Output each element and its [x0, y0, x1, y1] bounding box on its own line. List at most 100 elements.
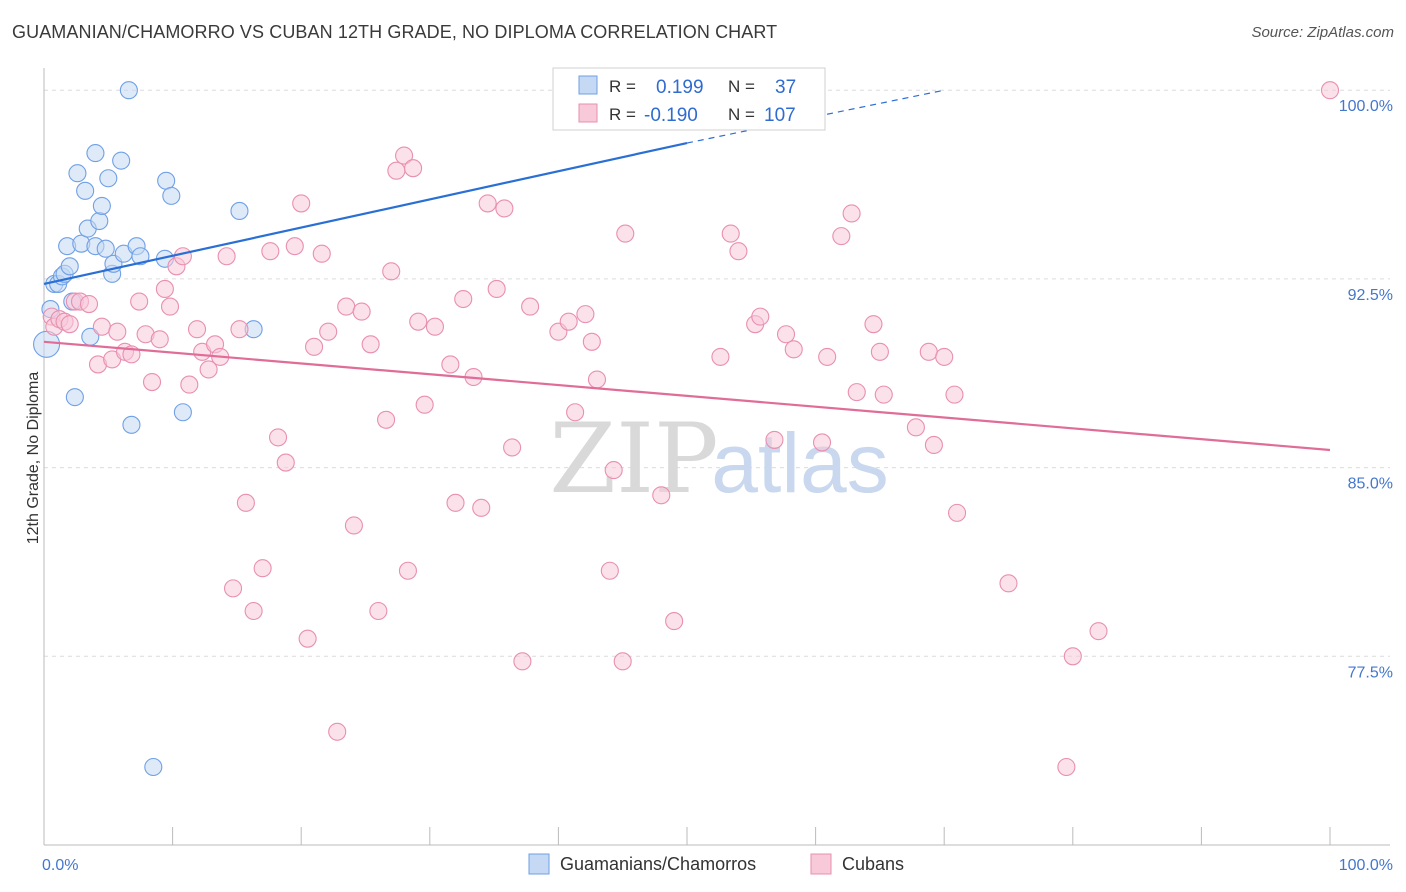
cuban-point: [253, 559, 272, 578]
cuban-point: [600, 561, 619, 580]
chart-title: GUAMANIAN/CHAMORRO VS CUBAN 12TH GRADE, …: [12, 22, 778, 42]
cuban-point: [244, 601, 263, 621]
cuban-point: [924, 435, 943, 455]
cuban-point: [812, 433, 832, 452]
legend-swatch-guamanian: [578, 75, 598, 95]
cuban-point: [576, 305, 595, 324]
grid-lines: [44, 89, 1390, 657]
cuban-point: [587, 370, 607, 389]
watermark: ZIP atlas: [549, 403, 888, 515]
guamanian-point: [131, 247, 150, 266]
cuban-point: [409, 312, 428, 331]
guamanian-point: [112, 151, 131, 170]
cuban-point: [711, 347, 730, 366]
cuban-point: [404, 159, 423, 178]
bottom-legend: Guamanians/Chamorros Cubans: [528, 853, 904, 875]
guamanian-point: [60, 257, 79, 276]
x-tick-label-1: 100.0%: [1339, 857, 1393, 874]
cuban-point: [173, 247, 192, 266]
cuban-point: [751, 307, 770, 326]
cuban-point: [665, 612, 684, 631]
cuban-point: [387, 161, 406, 180]
cuban-point: [352, 302, 371, 321]
cuban-point: [223, 579, 243, 598]
guamanian-point: [86, 144, 105, 163]
cuban-point: [503, 438, 522, 457]
guamanian-point: [76, 181, 95, 200]
cuban-point: [721, 224, 740, 243]
guamanian-point: [65, 388, 84, 407]
guamanian-point: [90, 211, 109, 231]
bottom-legend-cuban: Cubans: [842, 854, 904, 874]
y-tick-label-3: 100.0%: [1339, 98, 1393, 115]
y-tick-label-0: 77.5%: [1348, 664, 1393, 681]
cuban-point: [155, 279, 174, 299]
cuban-point: [92, 317, 111, 336]
cuban-point: [285, 237, 304, 256]
cuban-point: [160, 297, 180, 316]
cuban-point: [478, 194, 497, 213]
guamanian-point: [68, 164, 87, 183]
cuban-point: [236, 493, 255, 512]
cuban-point: [398, 561, 417, 580]
cuban-point: [513, 652, 532, 671]
x-tick-label-0: 0.0%: [42, 857, 78, 874]
cuban-point: [60, 315, 79, 334]
cuban-point: [566, 403, 585, 422]
data-points: [33, 81, 1340, 777]
cuban-point: [729, 242, 748, 261]
cuban-point: [487, 279, 506, 299]
cuban-point: [999, 574, 1018, 593]
cuban-point: [441, 355, 460, 374]
cuban-point: [842, 204, 861, 223]
cuban-point: [312, 244, 331, 263]
cuban-point: [187, 320, 207, 339]
guamanian-point: [96, 239, 115, 258]
cuban-point: [616, 224, 635, 243]
y-tick-label-2: 92.5%: [1348, 287, 1393, 304]
legend-box: [552, 67, 826, 131]
cuban-point: [864, 315, 883, 334]
guamanian-point: [173, 403, 192, 422]
cuban-point: [377, 410, 396, 429]
watermark-zip: ZIP: [549, 403, 718, 515]
legend: R = 0.199 N = 37 R = -0.190 N = 107: [552, 67, 826, 131]
legend-r-value-1: 0.199: [656, 77, 704, 98]
cuban-point: [559, 312, 578, 331]
watermark-atlas: atlas: [711, 416, 888, 510]
cuban-point: [130, 292, 149, 311]
bottom-legend-guamanian: Guamanians/Chamorros: [560, 854, 756, 874]
cuban-trend-line: [43, 340, 1331, 452]
cuban-point: [415, 395, 434, 414]
cuban-point: [454, 289, 473, 309]
legend-n-label-2: N =: [728, 105, 755, 124]
guamanian-point: [144, 757, 163, 777]
guamanian-point: [157, 171, 176, 190]
guamanian-point: [162, 186, 181, 205]
axes: [43, 68, 1390, 846]
cuban-point: [776, 325, 796, 344]
legend-n-value-1: 37: [775, 77, 796, 98]
cuban-point: [180, 375, 199, 394]
cuban-point: [472, 498, 491, 517]
cuban-point: [906, 418, 925, 437]
guamanian-point: [99, 169, 118, 188]
cuban-point: [337, 297, 356, 316]
legend-n-label-1: N =: [728, 77, 755, 96]
cuban-point: [582, 332, 601, 351]
cuban-point: [142, 373, 162, 392]
cuban-point: [217, 247, 236, 266]
cuban-point: [1063, 647, 1082, 666]
cuban-point: [919, 342, 938, 361]
cuban-point: [945, 385, 964, 404]
cuban-point: [328, 722, 347, 741]
cuban-point: [369, 601, 388, 621]
cuban-point: [305, 337, 324, 356]
cuban-point: [319, 322, 338, 341]
guamanian-point: [119, 81, 138, 100]
cuban-point: [344, 516, 363, 535]
cuban-point: [604, 461, 623, 480]
cuban-point: [298, 629, 317, 648]
cuban-point: [261, 242, 280, 261]
